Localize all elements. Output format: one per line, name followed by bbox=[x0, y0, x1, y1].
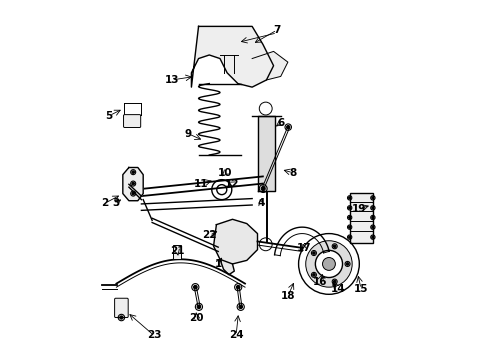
Circle shape bbox=[132, 171, 134, 174]
Bar bbox=[350, 193, 373, 243]
FancyBboxPatch shape bbox=[123, 114, 141, 127]
Circle shape bbox=[197, 305, 201, 309]
Text: 5: 5 bbox=[106, 111, 113, 121]
Circle shape bbox=[372, 216, 374, 219]
Text: 10: 10 bbox=[218, 168, 233, 178]
Circle shape bbox=[316, 250, 343, 278]
Polygon shape bbox=[220, 259, 234, 275]
Circle shape bbox=[348, 216, 351, 219]
Polygon shape bbox=[214, 219, 258, 264]
Text: 12: 12 bbox=[224, 179, 239, 189]
Circle shape bbox=[261, 186, 265, 190]
Circle shape bbox=[348, 197, 351, 199]
Text: 19: 19 bbox=[352, 203, 367, 213]
Text: 16: 16 bbox=[313, 277, 327, 287]
Circle shape bbox=[372, 226, 374, 228]
Circle shape bbox=[333, 280, 336, 283]
Text: 4: 4 bbox=[257, 198, 265, 208]
Text: 17: 17 bbox=[296, 243, 311, 253]
Text: 22: 22 bbox=[202, 230, 217, 240]
Text: 6: 6 bbox=[277, 118, 284, 128]
Text: 7: 7 bbox=[273, 25, 281, 35]
Circle shape bbox=[313, 252, 315, 254]
Circle shape bbox=[348, 236, 351, 238]
Text: 11: 11 bbox=[194, 179, 209, 189]
Circle shape bbox=[322, 257, 335, 270]
Polygon shape bbox=[123, 167, 143, 201]
Circle shape bbox=[348, 226, 351, 228]
Text: 1: 1 bbox=[215, 259, 222, 269]
Circle shape bbox=[239, 305, 243, 309]
Circle shape bbox=[372, 207, 374, 209]
Circle shape bbox=[313, 274, 315, 276]
Circle shape bbox=[306, 241, 352, 287]
Circle shape bbox=[132, 182, 134, 185]
Text: 24: 24 bbox=[229, 330, 244, 341]
Bar bbox=[173, 245, 181, 259]
Circle shape bbox=[194, 285, 197, 289]
Text: 15: 15 bbox=[354, 284, 368, 294]
Text: 3: 3 bbox=[112, 198, 119, 208]
Circle shape bbox=[372, 197, 374, 199]
Text: 2: 2 bbox=[101, 198, 109, 208]
Circle shape bbox=[237, 285, 240, 289]
Text: 18: 18 bbox=[281, 291, 295, 301]
Text: 8: 8 bbox=[290, 168, 297, 178]
FancyBboxPatch shape bbox=[115, 298, 128, 318]
Circle shape bbox=[287, 126, 290, 129]
Circle shape bbox=[333, 245, 336, 248]
Polygon shape bbox=[192, 26, 273, 87]
Text: 20: 20 bbox=[190, 312, 204, 323]
Text: 23: 23 bbox=[147, 330, 161, 341]
Circle shape bbox=[120, 316, 123, 319]
Polygon shape bbox=[258, 116, 275, 191]
Text: 14: 14 bbox=[331, 284, 345, 294]
Text: 21: 21 bbox=[170, 247, 184, 256]
Text: 9: 9 bbox=[184, 129, 192, 139]
Circle shape bbox=[348, 207, 351, 209]
Text: 13: 13 bbox=[165, 75, 179, 85]
Circle shape bbox=[132, 192, 134, 195]
Circle shape bbox=[346, 263, 349, 265]
Circle shape bbox=[372, 236, 374, 238]
Polygon shape bbox=[252, 51, 288, 80]
